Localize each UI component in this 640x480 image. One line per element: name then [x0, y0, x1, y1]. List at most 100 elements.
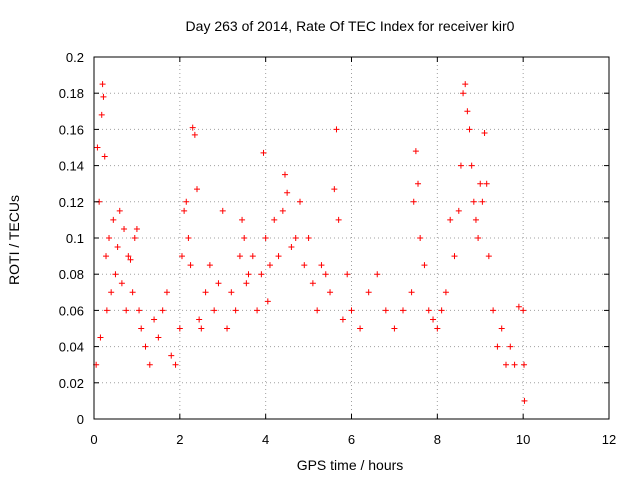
data-point: [271, 216, 278, 223]
x-axis-title: GPS time / hours: [297, 457, 404, 473]
data-point: [236, 253, 243, 260]
data-point: [301, 262, 308, 269]
data-point: [172, 361, 179, 368]
data-point: [479, 198, 486, 205]
data-point: [98, 111, 105, 118]
data-point: [460, 90, 467, 97]
data-point: [232, 307, 239, 314]
data-point: [511, 361, 518, 368]
data-point: [331, 186, 338, 193]
data-point: [464, 108, 471, 115]
data-point: [131, 235, 138, 241]
data-point: [243, 280, 250, 287]
data-point: [327, 289, 334, 296]
data-point: [408, 289, 415, 296]
data-point: [118, 280, 125, 287]
y-tick-label: 0.06: [59, 303, 84, 318]
data-point: [485, 253, 492, 260]
data-point: [239, 216, 246, 223]
data-point: [451, 253, 458, 260]
data-point: [202, 289, 209, 296]
data-point: [249, 253, 256, 260]
data-point: [127, 256, 134, 263]
data-point: [114, 244, 121, 251]
data-point: [477, 180, 484, 187]
data-point: [99, 81, 106, 88]
data-point: [136, 307, 143, 314]
data-point: [163, 289, 170, 296]
data-point: [430, 316, 437, 323]
data-point: [365, 289, 372, 296]
data-point: [442, 289, 449, 296]
data-point: [262, 235, 269, 241]
data-point: [151, 316, 158, 323]
data-point: [438, 307, 445, 314]
data-point: [322, 271, 329, 278]
data-point: [146, 361, 153, 368]
data-point: [194, 186, 200, 193]
data-point: [284, 189, 291, 196]
data-point: [521, 361, 528, 368]
data-point: [483, 180, 490, 187]
data-point: [515, 303, 522, 310]
data-point: [275, 253, 282, 260]
y-tick-label: 0.14: [59, 159, 84, 174]
data-point: [339, 316, 346, 323]
y-tick-label: 0: [77, 412, 84, 427]
data-point: [333, 126, 340, 133]
y-tick-label: 0.2: [66, 50, 84, 65]
data-point: [241, 235, 248, 241]
data-point: [260, 149, 267, 156]
data-point: [281, 171, 288, 178]
data-point: [305, 235, 312, 241]
data-point: [123, 307, 130, 314]
data-point: [309, 280, 316, 287]
data-point: [219, 207, 226, 214]
x-tick-label: 0: [90, 432, 97, 447]
x-tick-label: 12: [602, 432, 616, 447]
data-point: [211, 307, 218, 314]
data-point: [178, 253, 185, 260]
y-tick-label: 0.12: [59, 195, 84, 210]
data-point: [159, 307, 166, 314]
data-point: [187, 262, 194, 269]
data-point: [121, 225, 128, 232]
axis-ticks: 0 2 4 6 8 10 12 0 0.02 0.04 0.06 0.08 0.1 0.12 0.14 0.1…: [59, 50, 617, 447]
data-point: [357, 325, 364, 332]
data-point: [415, 180, 422, 187]
chart-title: Day 263 of 2014, Rate Of TEC Index for r…: [186, 18, 515, 34]
data-point: [503, 361, 509, 368]
data-point: [314, 307, 321, 314]
data-point: [425, 307, 432, 314]
y-tick-label: 0.08: [59, 267, 84, 282]
x-tick-label: 6: [348, 432, 355, 447]
data-point: [521, 397, 528, 404]
data-point: [142, 343, 149, 350]
data-point: [410, 198, 417, 205]
data-point: [133, 225, 140, 232]
data-point: [457, 162, 464, 169]
data-point: [183, 198, 190, 205]
data-point: [97, 334, 104, 341]
data-point: [106, 235, 113, 241]
data-point: [374, 271, 381, 278]
data-point: [112, 271, 119, 278]
data-point: [494, 343, 501, 350]
data-point: [412, 148, 419, 155]
data-point: [94, 144, 101, 151]
data-point: [103, 307, 110, 314]
data-point: [498, 325, 505, 332]
y-tick-label: 0.18: [59, 86, 84, 101]
data-point: [520, 307, 527, 314]
data-point: [100, 93, 107, 100]
data-point: [348, 307, 355, 314]
data-point: [335, 216, 342, 223]
data-point: [215, 280, 222, 287]
data-point: [116, 207, 123, 214]
data-point: [191, 131, 198, 138]
y-tick-label: 0.02: [59, 376, 84, 391]
data-point: [455, 207, 462, 214]
data-point: [103, 253, 110, 260]
data-point: [292, 235, 299, 241]
